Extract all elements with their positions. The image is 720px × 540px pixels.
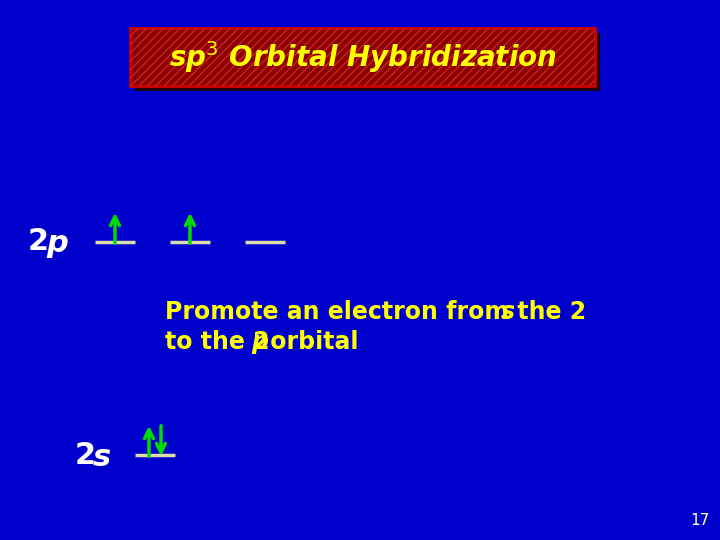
Text: 2: 2 <box>28 227 49 256</box>
Text: s: s <box>501 300 515 324</box>
Text: 17: 17 <box>690 513 710 528</box>
FancyBboxPatch shape <box>130 28 595 86</box>
Text: Promote an electron from the 2: Promote an electron from the 2 <box>165 300 586 324</box>
Text: orbital: orbital <box>262 330 359 354</box>
Text: p: p <box>251 330 268 354</box>
Text: p: p <box>46 230 68 259</box>
Text: sp$^3$ Orbital Hybridization: sp$^3$ Orbital Hybridization <box>168 39 557 75</box>
Text: s: s <box>93 442 111 471</box>
FancyBboxPatch shape <box>135 33 600 91</box>
Text: to the 2: to the 2 <box>165 330 269 354</box>
Text: 2: 2 <box>75 441 96 469</box>
